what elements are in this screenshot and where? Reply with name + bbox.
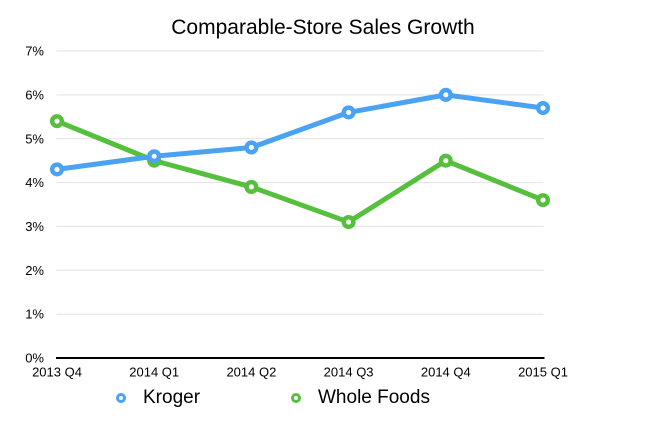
legend-label-kroger: Kroger — [143, 387, 201, 408]
chart-title: Comparable-Store Sales Growth — [171, 16, 475, 39]
x-tick-label: 2014 Q3 — [324, 365, 374, 380]
y-tick-label: 1% — [25, 307, 44, 322]
legend: Kroger Whole Foods — [0, 387, 646, 409]
data-point-marker — [49, 162, 65, 177]
x-tick-label: 2014 Q1 — [129, 365, 179, 380]
x-tick-label: 2014 Q4 — [421, 365, 471, 380]
legend-item-kroger: Kroger — [116, 387, 200, 409]
y-tick-label: 2% — [25, 263, 44, 278]
data-point-marker — [244, 140, 259, 155]
series-line-whole-foods — [54, 118, 546, 225]
y-tick-label: 5% — [25, 131, 44, 146]
series-line-kroger — [54, 92, 546, 172]
x-tick-label: 2014 Q2 — [226, 365, 276, 380]
legend-item-whole-foods: Whole Foods — [291, 387, 430, 409]
data-point-marker — [535, 100, 551, 116]
y-tick-label: 0% — [25, 351, 44, 366]
data-point-marker — [244, 179, 259, 195]
data-point-marker — [535, 193, 551, 208]
y-tick-label: 4% — [25, 175, 44, 190]
whole-foods-marker-icon — [291, 393, 301, 403]
y-tick-label: 7% — [25, 44, 44, 59]
data-point-marker — [438, 87, 453, 102]
x-tick-label: 2013 Q4 — [32, 365, 82, 380]
data-point-marker — [147, 149, 162, 164]
data-point-marker — [341, 214, 356, 230]
y-tick-label: 6% — [25, 87, 44, 102]
x-tick-label: 2015 Q1 — [518, 365, 568, 380]
legend-label-whole-foods: Whole Foods — [318, 387, 430, 408]
data-point-marker — [341, 105, 356, 120]
data-point-marker — [438, 153, 453, 168]
kroger-marker-icon — [116, 393, 126, 403]
y-tick-label: 3% — [25, 219, 44, 234]
data-point-marker — [49, 114, 65, 129]
